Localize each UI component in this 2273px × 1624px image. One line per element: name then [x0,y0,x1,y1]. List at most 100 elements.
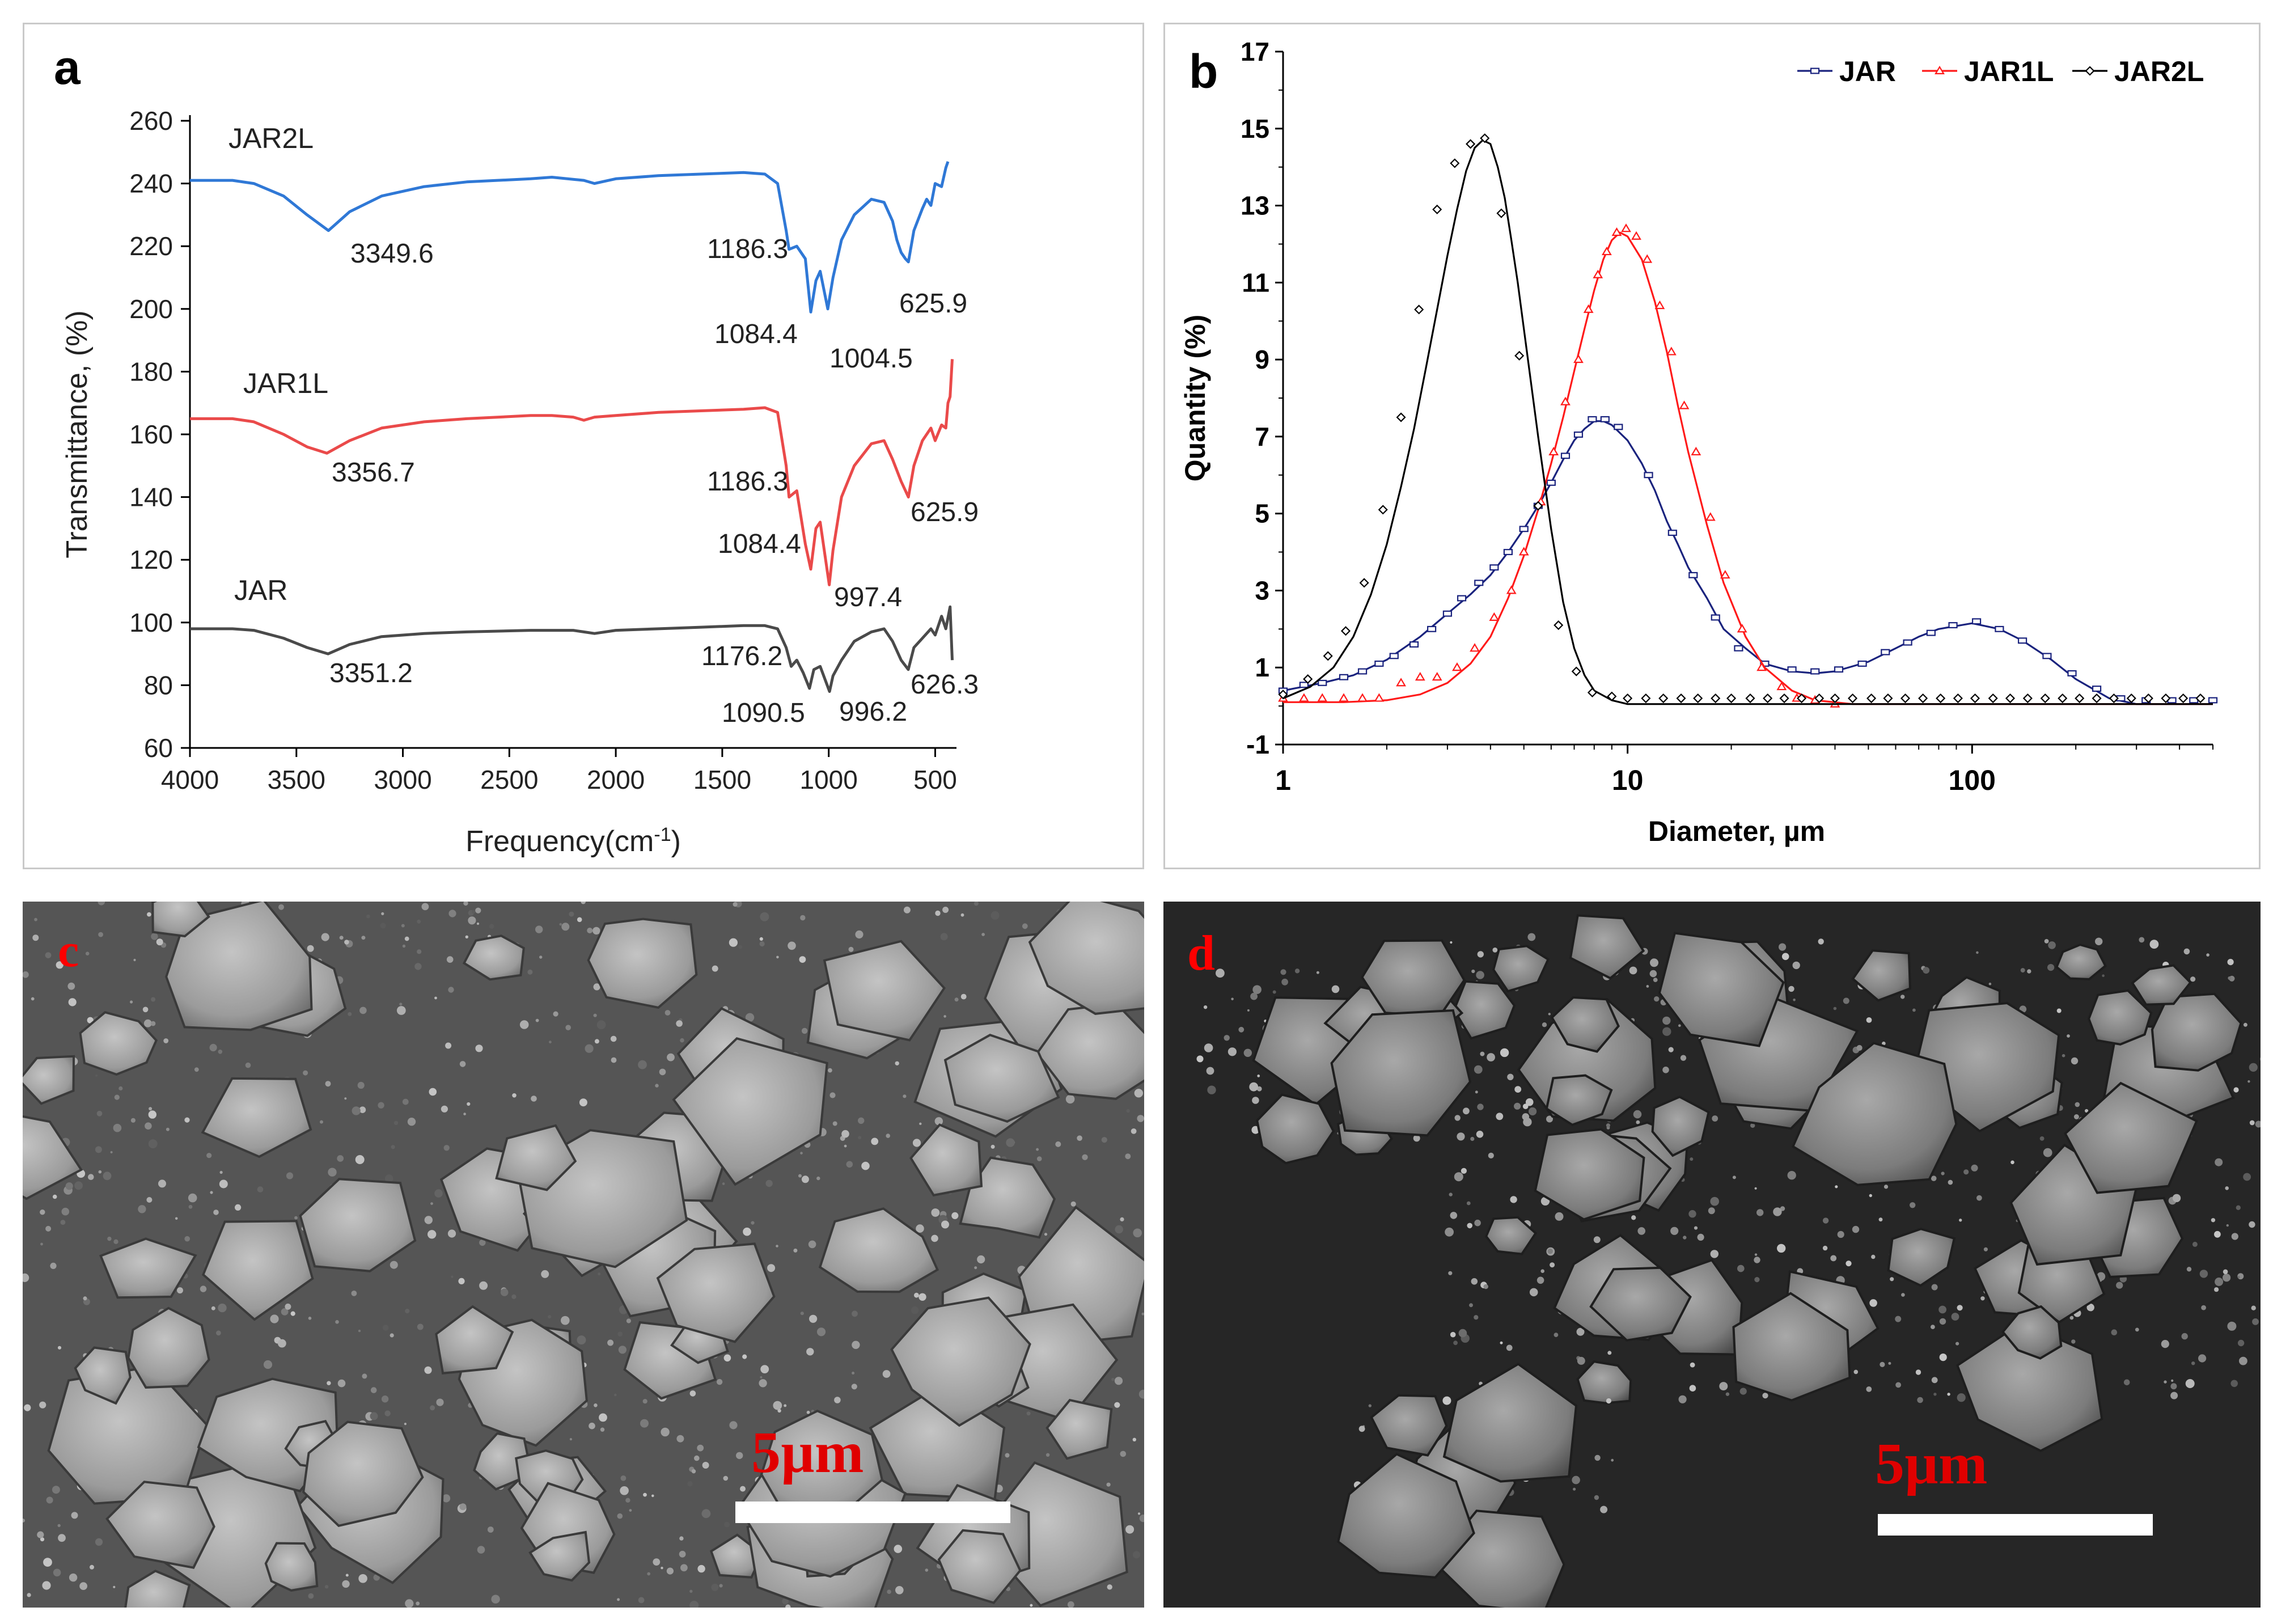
sem-crumb [2239,1356,2247,1365]
sem-crumb [1224,1035,1230,1041]
sem-crumb [1005,1453,1010,1458]
data-point-jar1l [1298,693,1309,702]
sem-particle [1453,980,1516,1040]
sem-particle [74,1346,132,1405]
sem-crumb [2199,1270,2208,1278]
sem-crumb [655,1084,659,1088]
sem-crumb [784,1404,787,1407]
sem-crumb [2075,1102,2080,1107]
sem-crumb [740,1486,746,1492]
sem-crumb [149,1107,153,1111]
sem-crumb [1247,1009,1250,1012]
sem-crumb [1522,1113,1530,1120]
sem-crumb [448,910,456,917]
sem-crumb [1662,1016,1671,1025]
data-point-jar [1546,479,1556,486]
y-tick-label: 11 [1242,268,1269,297]
sem-crumb [184,1236,191,1242]
sem-crumb [40,1209,45,1215]
data-point-jar2l [2040,693,2050,704]
sem-crumb [436,1398,444,1406]
sem-crumb [69,1573,78,1582]
sem-crumb [2226,1224,2229,1227]
sem-crumb [1257,1075,1260,1077]
sem-crumb [620,1486,629,1495]
sem-crumb [1688,1210,1696,1218]
sem-crumb [919,1122,922,1125]
sem-crumb [327,1381,331,1385]
sem-crumb [617,1331,623,1337]
sem-crumb [1737,1264,1745,1272]
sem-crumb [512,1093,517,1098]
sem-crumb [2164,1380,2167,1384]
sem-crumb [934,1117,943,1126]
data-point-jar1l [1583,304,1594,313]
sem-crumb [1514,1102,1521,1110]
sem-crumb [1522,1103,1529,1109]
sem-crumb [2230,1380,2238,1388]
sem-crumb [2215,1158,2223,1166]
sem-crumb [1542,1022,1547,1027]
data-point-jar [1971,618,1982,625]
sem-crumb [1067,1601,1074,1608]
x-tick-label: 3000 [374,765,431,794]
sem-crumb [855,930,864,939]
y-tick-label: 100 [129,608,173,637]
sem-particle [1370,1394,1448,1457]
data-point-jar2l [1953,693,1963,704]
sem-crumb [351,1291,357,1296]
sem-crumb [1912,1008,1916,1012]
legend-marker [1810,67,1820,74]
sem-crumb [1957,1305,1963,1311]
series-line-jar2l [190,161,950,314]
data-point-jar2l [1466,139,1476,149]
sem-crumb [448,987,454,993]
data-point-jar1l [1317,693,1328,702]
sem-crumb [808,1240,816,1249]
sem-crumb [1690,1157,1694,1161]
panel-a-frame: a 60 80 100 120 140 160 180 200 220 240 260 4000 3500… [23,23,1144,869]
sem-crumb [401,924,405,928]
sem-crumb [294,1216,298,1220]
sem-crumb [834,1397,841,1403]
sem-crumb [320,1120,323,1124]
sem-crumb [776,1245,778,1247]
sem-particle [2151,992,2242,1072]
sem-crumb [2139,937,2145,943]
sem-particle [1569,914,1645,980]
sem-crumb [2192,1241,2198,1247]
data-point-jar [1995,625,2004,632]
sem-crumb [1114,1377,1123,1385]
sem-crumb [614,1393,617,1397]
sem-crumb [1442,1396,1451,1405]
sem-crumb [1450,1331,1456,1338]
sem-crumb [366,914,370,919]
y-tick-label: 200 [129,294,173,324]
sem-crumb [981,933,985,936]
peak-label: 1186.3 [707,467,788,497]
sem-crumb [45,1225,52,1232]
sem-crumb [729,1421,738,1430]
panel-b-frame: b -1 1 3 5 7 9 11 13 15 17 1 10 100 Diameter, µm Quanti… [1163,23,2261,869]
sem-crumb [535,925,543,933]
sem-crumb [1469,1303,1473,1308]
series-line-jar [1282,420,2213,705]
sem-crumb [427,1230,437,1239]
sem-crumb [2170,1383,2177,1390]
sem-crumb [723,1354,731,1362]
sem-crumb [1044,1233,1048,1236]
data-point-jar1l [1654,300,1665,310]
data-point-jar2l [1883,693,1893,704]
sem-crumb [429,1088,437,1096]
sem-crumb [399,1003,403,1006]
sem-crumb [2211,1218,2216,1223]
sem-crumb [2215,1278,2224,1286]
data-point-jar2l [2058,693,2068,704]
sem-crumb [382,1325,389,1331]
sem-particle [818,1207,939,1293]
sem-crumb [2171,1379,2174,1382]
data-point-jar2l [1554,620,1564,631]
scale-bar-c [735,1502,1010,1523]
sem-crumb [396,1006,406,1015]
sem-crumb [1537,1276,1544,1284]
